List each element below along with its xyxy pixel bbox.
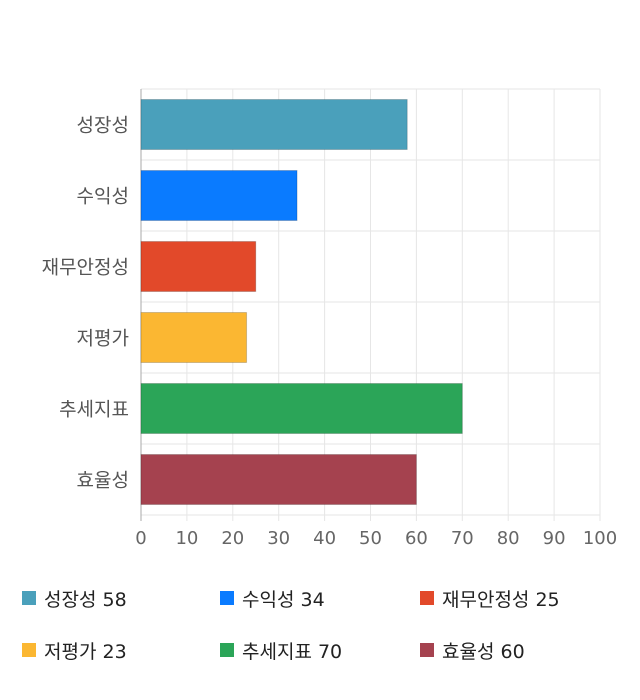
legend-swatch [22,643,36,657]
bar-5 [140,454,417,505]
bar-2 [140,241,257,292]
x-tick-label: 60 [405,528,428,549]
y-category-label: 성장성 [77,115,129,137]
x-tick-label: 40 [313,528,336,549]
x-tick-label: 70 [451,528,474,549]
x-tick-label: 50 [359,528,382,549]
bar-1 [140,170,298,221]
legend-swatch [420,643,434,657]
legend-swatch [22,591,36,605]
legend-swatch [220,591,234,605]
legend-label: 추세지표 70 [242,640,343,663]
y-category-label: 수익성 [77,186,129,208]
legend-item-profitability[interactable]: 수익성 34 [220,586,325,611]
x-tick-label: 100 [583,528,617,549]
legend-swatch [420,591,434,605]
x-tick-label: 30 [267,528,290,549]
legend-swatch [220,643,234,657]
bar-0 [140,99,408,150]
legend-label: 저평가 23 [44,640,127,663]
x-tick-label: 10 [175,528,198,549]
legend-item-financial-stability[interactable]: 재무안정성 25 [420,586,560,611]
x-tick-label: 80 [497,528,520,549]
bar-chart: 0 10 20 30 40 50 60 70 80 90 100 성장성수익성재무안정성저평가추세지표… [42,88,617,549]
legend-item-growth[interactable]: 성장성 58 [22,586,127,611]
x-tick-label: 90 [543,528,566,549]
legend-label: 재무안정성 25 [442,588,560,611]
legend-item-efficiency[interactable]: 효율성 60 [420,638,525,663]
y-category-label: 저평가 [77,328,129,350]
bar-3 [140,312,248,363]
y-category-label: 재무안정성 [42,257,129,279]
x-tick-label: 0 [135,528,146,549]
y-category-label: 효율성 [77,470,129,492]
legend-item-trend-indicator[interactable]: 추세지표 70 [220,638,343,663]
y-category-label: 추세지표 [59,399,129,421]
x-tick-label: 20 [221,528,244,549]
bar-4 [140,383,463,434]
legend-label: 성장성 58 [44,588,127,611]
legend-label: 수익성 34 [242,588,325,611]
legend-label: 효율성 60 [442,640,525,663]
legend-item-undervalued[interactable]: 저평가 23 [22,638,127,663]
